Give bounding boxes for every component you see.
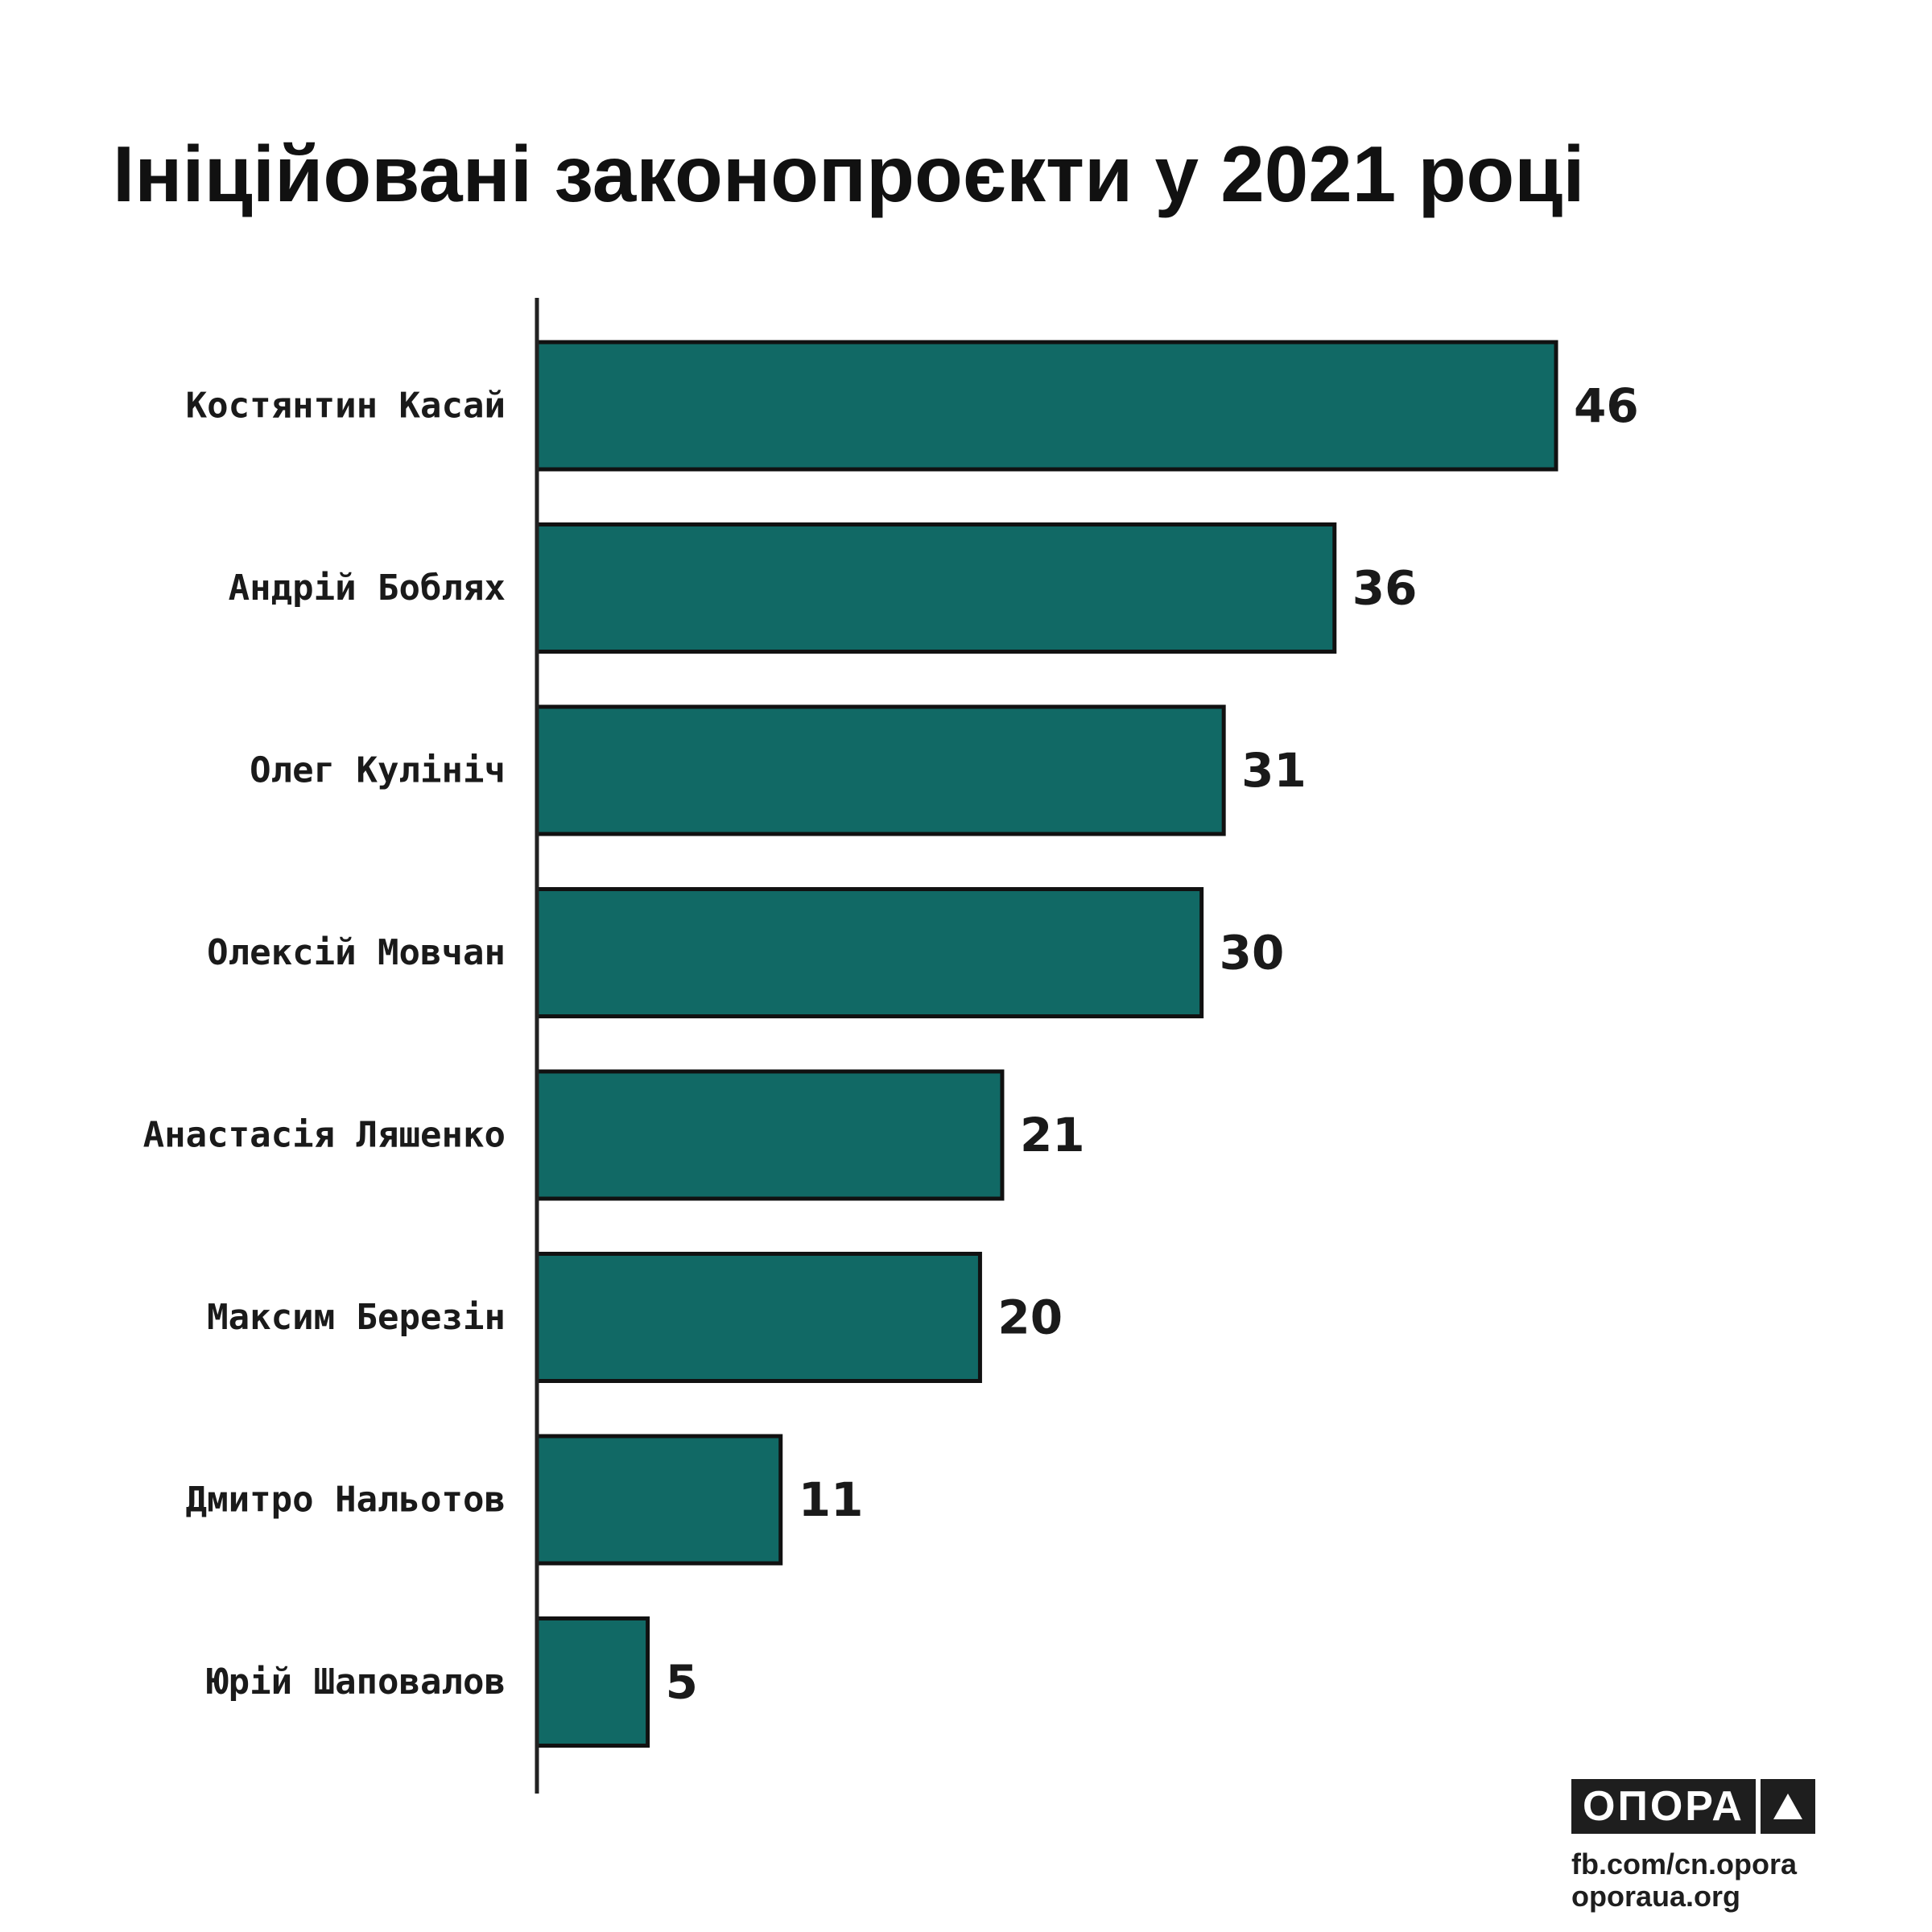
value-label: 46 [1574,378,1639,433]
logo-text: ОПОРА [1571,1779,1756,1834]
value-label: 20 [997,1290,1063,1345]
chart-title: Ініційовані законопроєкти у 2021 році [113,130,1585,218]
category-label: Максим Березін [207,1297,506,1338]
footer-links: fb.com/cn.opora oporaua.org [1571,1848,1797,1913]
opora-logo: ОПОРА [1571,1779,1815,1834]
facebook-link[interactable]: fb.com/cn.opora [1571,1847,1798,1880]
value-label: 5 [666,1655,698,1710]
value-label: 36 [1352,561,1418,616]
category-label: Юрій Шаповалов [207,1662,506,1703]
bar [535,1616,650,1748]
bar [535,522,1337,654]
category-label: Олексій Мовчан [207,932,506,973]
category-label: Костянтин Касай [186,386,506,427]
value-label: 11 [799,1472,864,1527]
category-label: Дмитро Нальотов [186,1480,506,1521]
category-label: Андрій Боблях [229,568,506,609]
bar [535,1252,982,1383]
category-label: Анастасія Ляшенко [143,1115,506,1156]
bar [535,340,1558,472]
bar [535,704,1226,836]
value-label: 21 [1020,1108,1085,1162]
value-label: 30 [1220,926,1285,980]
value-label: 31 [1241,743,1307,798]
bar [535,1434,783,1566]
bar [535,887,1204,1018]
category-label: Олег Кулініч [250,750,506,791]
website-link[interactable]: oporaua.org [1571,1880,1741,1913]
bar [535,1069,1005,1201]
triangle-icon [1760,1779,1815,1834]
